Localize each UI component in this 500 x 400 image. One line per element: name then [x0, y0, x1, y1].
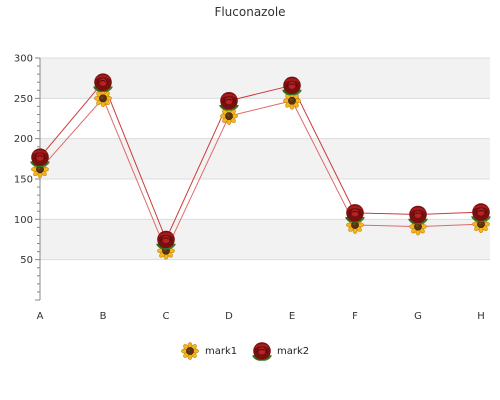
x-tick-label: H — [477, 311, 485, 322]
x-tick-label: C — [163, 311, 170, 322]
y-tick-label: 150 — [14, 175, 33, 186]
x-tick-label: A — [37, 311, 44, 322]
y-axis: 50 100 150 200 250 300 — [14, 54, 41, 301]
x-tick-label: E — [289, 311, 295, 322]
y-tick-label: 100 — [14, 215, 33, 226]
y-tick-label: 200 — [14, 134, 33, 145]
plot-area: 50 100 150 200 250 300 A B C D E F G H — [14, 54, 492, 322]
grid-band — [40, 138, 490, 179]
x-axis: A B C D E F G H — [37, 311, 485, 322]
series-line-mark2 — [39, 81, 482, 241]
rose-marker — [470, 202, 492, 223]
x-tick-label: F — [352, 311, 358, 322]
y-tick-label: 250 — [14, 94, 33, 105]
y-tick-label: 50 — [20, 255, 33, 266]
legend: mark1 mark2 — [181, 341, 309, 362]
legend-label: mark1 — [205, 346, 237, 357]
series-lines — [39, 81, 482, 253]
chart-title: Fluconazole — [214, 5, 285, 19]
series-line-mark1 — [39, 97, 482, 253]
sunflower-icon — [181, 342, 199, 360]
x-tick-label: D — [225, 311, 233, 322]
x-tick-label: B — [100, 311, 107, 322]
y-tick-label: 300 — [14, 54, 33, 65]
rose-marker — [407, 205, 429, 225]
legend-label: mark2 — [277, 346, 309, 357]
rose-marker — [344, 203, 366, 224]
rose-icon — [251, 341, 273, 362]
x-tick-label: G — [414, 311, 422, 322]
sunflower-marker — [94, 89, 112, 108]
